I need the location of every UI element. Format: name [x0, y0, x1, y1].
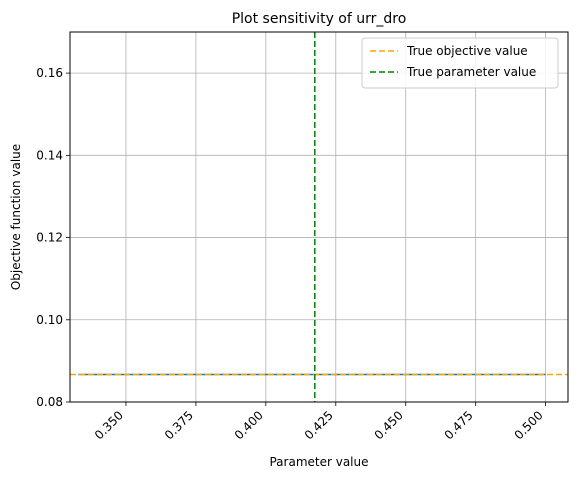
y-tick-label: 0.10	[36, 313, 63, 327]
legend: True objective value True parameter value	[361, 37, 559, 89]
plot-area	[70, 32, 568, 402]
legend-box	[361, 37, 559, 89]
y-tick-label: 0.16	[36, 66, 63, 80]
axes-frame	[69, 31, 569, 403]
chart-title: Plot sensitivity of urr_dro	[232, 11, 407, 27]
y-tick-label: 0.14	[36, 148, 63, 162]
x-axis-label: Parameter value	[269, 455, 368, 469]
legend-label: True objective value	[406, 44, 528, 58]
y-axis-label: Objective function value	[9, 144, 23, 290]
legend-label: True parameter value	[406, 65, 536, 79]
y-tick-label: 0.08	[36, 395, 63, 409]
y-tick-label: 0.12	[36, 231, 63, 245]
